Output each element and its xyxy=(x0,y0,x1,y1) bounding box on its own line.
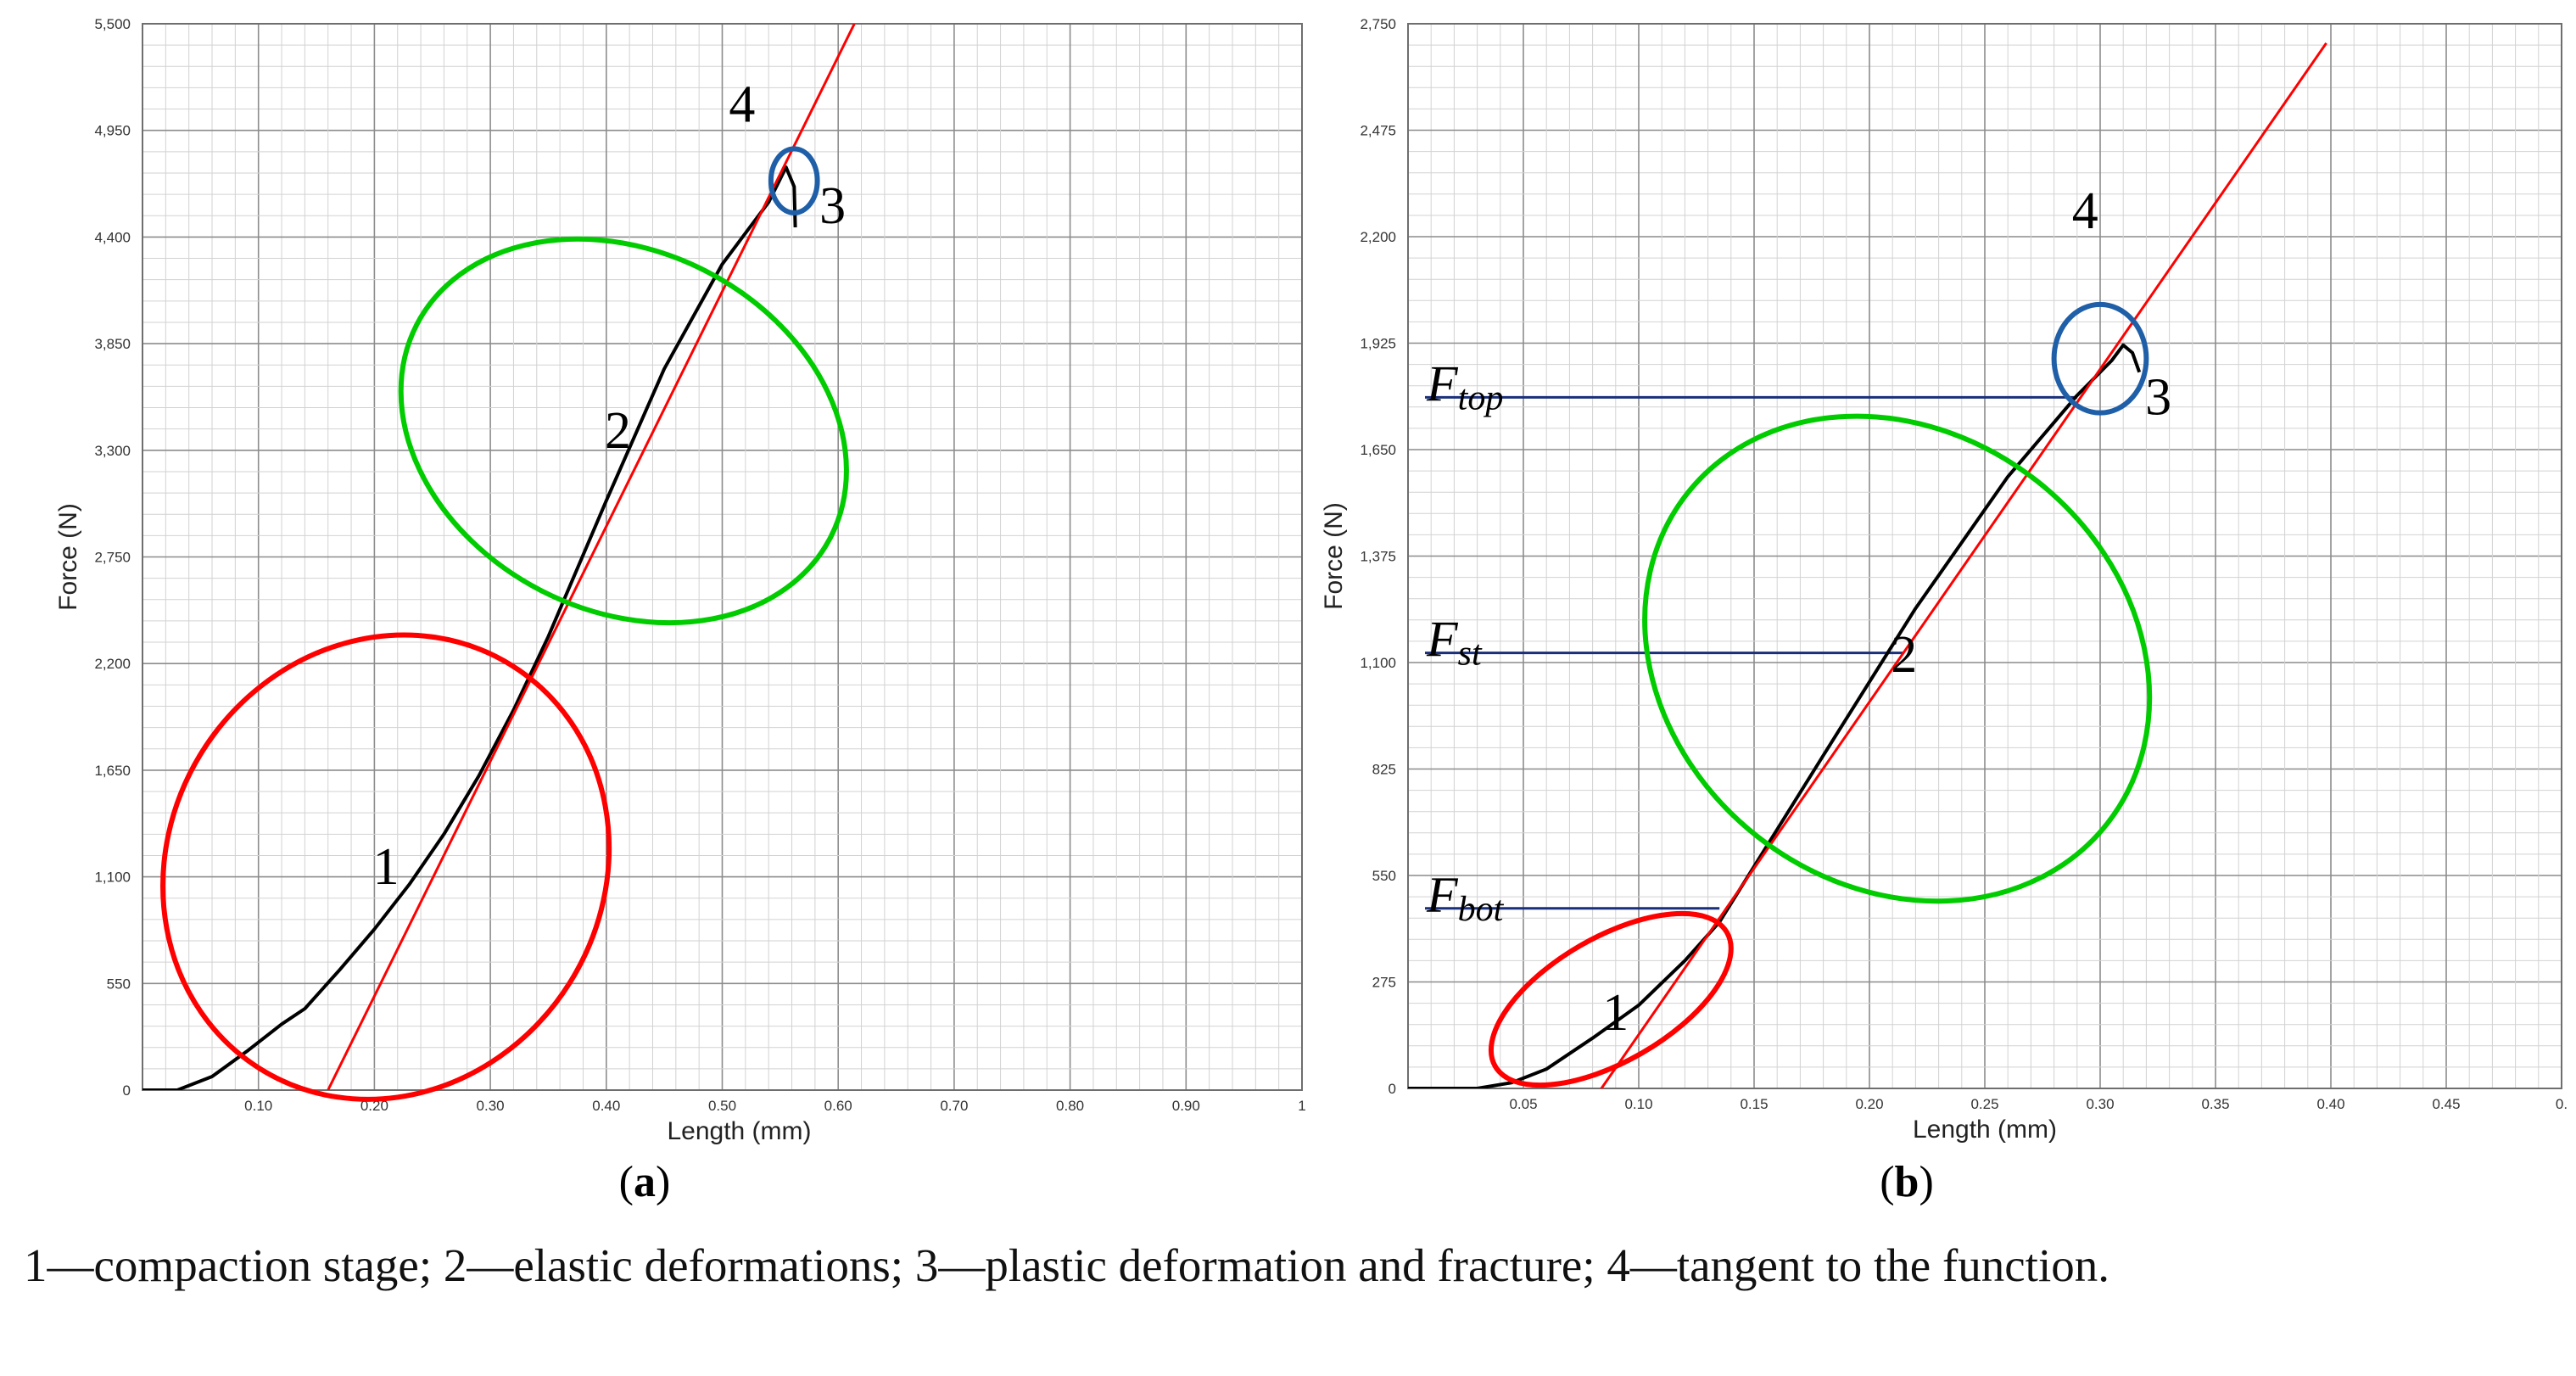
x-axis-title: Length (mm) xyxy=(1913,1116,2057,1144)
y-tick-label: 4,400 xyxy=(94,229,131,245)
grid xyxy=(142,24,1302,1090)
y-tick-label: 2,750 xyxy=(1360,16,1396,32)
x-tick-label: 0.50 xyxy=(708,1098,736,1114)
x-tick-label: 0.35 xyxy=(2201,1096,2229,1112)
x-tick-label: 0.10 xyxy=(1624,1096,1652,1112)
panel-label-a-letter: a xyxy=(634,1158,656,1206)
y-tick-label: 1,925 xyxy=(1360,336,1396,352)
y-axis-title: Force (N) xyxy=(1320,502,1348,610)
x-tick-label: 0.45 xyxy=(2432,1096,2460,1112)
y-tick-label: 3,300 xyxy=(94,443,131,459)
x-tick-label: 0.25 xyxy=(1970,1096,1998,1112)
x-tick-label: 0.60 xyxy=(824,1098,852,1114)
panel-label-b-letter: b xyxy=(1895,1158,1919,1206)
stage-number-1: 1 xyxy=(1602,984,1629,1042)
y-tick-label: 0 xyxy=(123,1082,131,1099)
reference-label-subscript: st xyxy=(1458,635,1483,674)
y-tick-label: 1,100 xyxy=(1360,655,1396,671)
x-tick-label: 0.80 xyxy=(1056,1098,1084,1114)
reference-label-subscript: top xyxy=(1458,378,1504,417)
x-tick-label: 0. xyxy=(2556,1096,2568,1112)
y-tick-label: 1,650 xyxy=(1360,442,1396,458)
y-tick-label: 3,850 xyxy=(94,336,131,352)
y-tick-label: 2,200 xyxy=(94,656,131,672)
y-tick-label: 550 xyxy=(107,976,131,992)
grid xyxy=(1408,24,2562,1088)
figure-caption: 1—compaction stage; 2—elastic deformatio… xyxy=(24,1228,2543,1303)
plot-area xyxy=(1408,43,2327,1108)
reference-label-top: Ftop xyxy=(1426,355,1503,417)
reference-label-subscript: bot xyxy=(1458,890,1505,929)
x-axis-title: Length (mm) xyxy=(667,1117,811,1145)
stage-number-4: 4 xyxy=(729,76,755,134)
x-tick-label: 0.70 xyxy=(940,1098,968,1114)
y-tick-label: 1,650 xyxy=(94,763,131,779)
y-axis-title: Force (N) xyxy=(54,503,82,611)
x-tick-label: 0.90 xyxy=(1172,1098,1200,1114)
x-tick-label: 0.40 xyxy=(2316,1096,2344,1112)
x-tick-label: 0.15 xyxy=(1740,1096,1768,1112)
panel-label-b: (b) xyxy=(1880,1158,1934,1206)
x-tick-label: 0.20 xyxy=(1855,1096,1883,1112)
y-tick-label: 825 xyxy=(1372,762,1396,778)
y-tick-label: 275 xyxy=(1372,975,1396,991)
stage-number-2: 2 xyxy=(1891,626,1917,684)
x-tick-label: 0.30 xyxy=(2086,1096,2114,1112)
x-tick-label: 1 xyxy=(1298,1098,1305,1114)
y-tick-label: 0 xyxy=(1389,1081,1396,1097)
y-tick-label: 2,750 xyxy=(94,550,131,566)
reference-label-main: F xyxy=(1426,867,1459,923)
y-tick-label: 1,375 xyxy=(1360,549,1396,565)
chart-panel-a: 0.10 0.20 0.30 0.40 0.50 0.60 0.70 0.80 0.90 1055… xyxy=(54,16,1306,1183)
y-tick-label: 1,100 xyxy=(94,870,131,886)
x-tick-label: 0.10 xyxy=(244,1098,272,1114)
panel-label-a: (a) xyxy=(619,1158,671,1206)
reference-label-main: F xyxy=(1426,612,1459,668)
y-tick-label: 5,500 xyxy=(94,16,131,32)
y-tick-label: 2,475 xyxy=(1360,123,1396,139)
force-curve-line xyxy=(142,167,796,1090)
x-tick-label: 0.40 xyxy=(592,1098,620,1114)
reference-label-main: F xyxy=(1426,355,1459,411)
y-tick-label: 2,200 xyxy=(1360,229,1396,245)
chart-panel-b: 0.05 0.10 0.15 0.20 0.25 0.30 0.35 0.40 0.45 0. 0 2… xyxy=(1320,16,2568,1144)
x-tick-label: 0.30 xyxy=(477,1098,505,1114)
x-tick-label: 0.05 xyxy=(1509,1096,1537,1112)
y-tick-label: 550 xyxy=(1372,868,1396,884)
stage-number-1: 1 xyxy=(373,838,400,896)
force-curve-line xyxy=(1408,345,2139,1088)
stage-number-2: 2 xyxy=(605,402,631,460)
stage-number-3: 3 xyxy=(819,177,846,235)
y-tick-label: 4,950 xyxy=(94,123,131,139)
stage-number-3: 3 xyxy=(2145,369,2171,427)
reference-label-st: Fst xyxy=(1426,612,1483,674)
stage-number-4: 4 xyxy=(2072,182,2098,240)
